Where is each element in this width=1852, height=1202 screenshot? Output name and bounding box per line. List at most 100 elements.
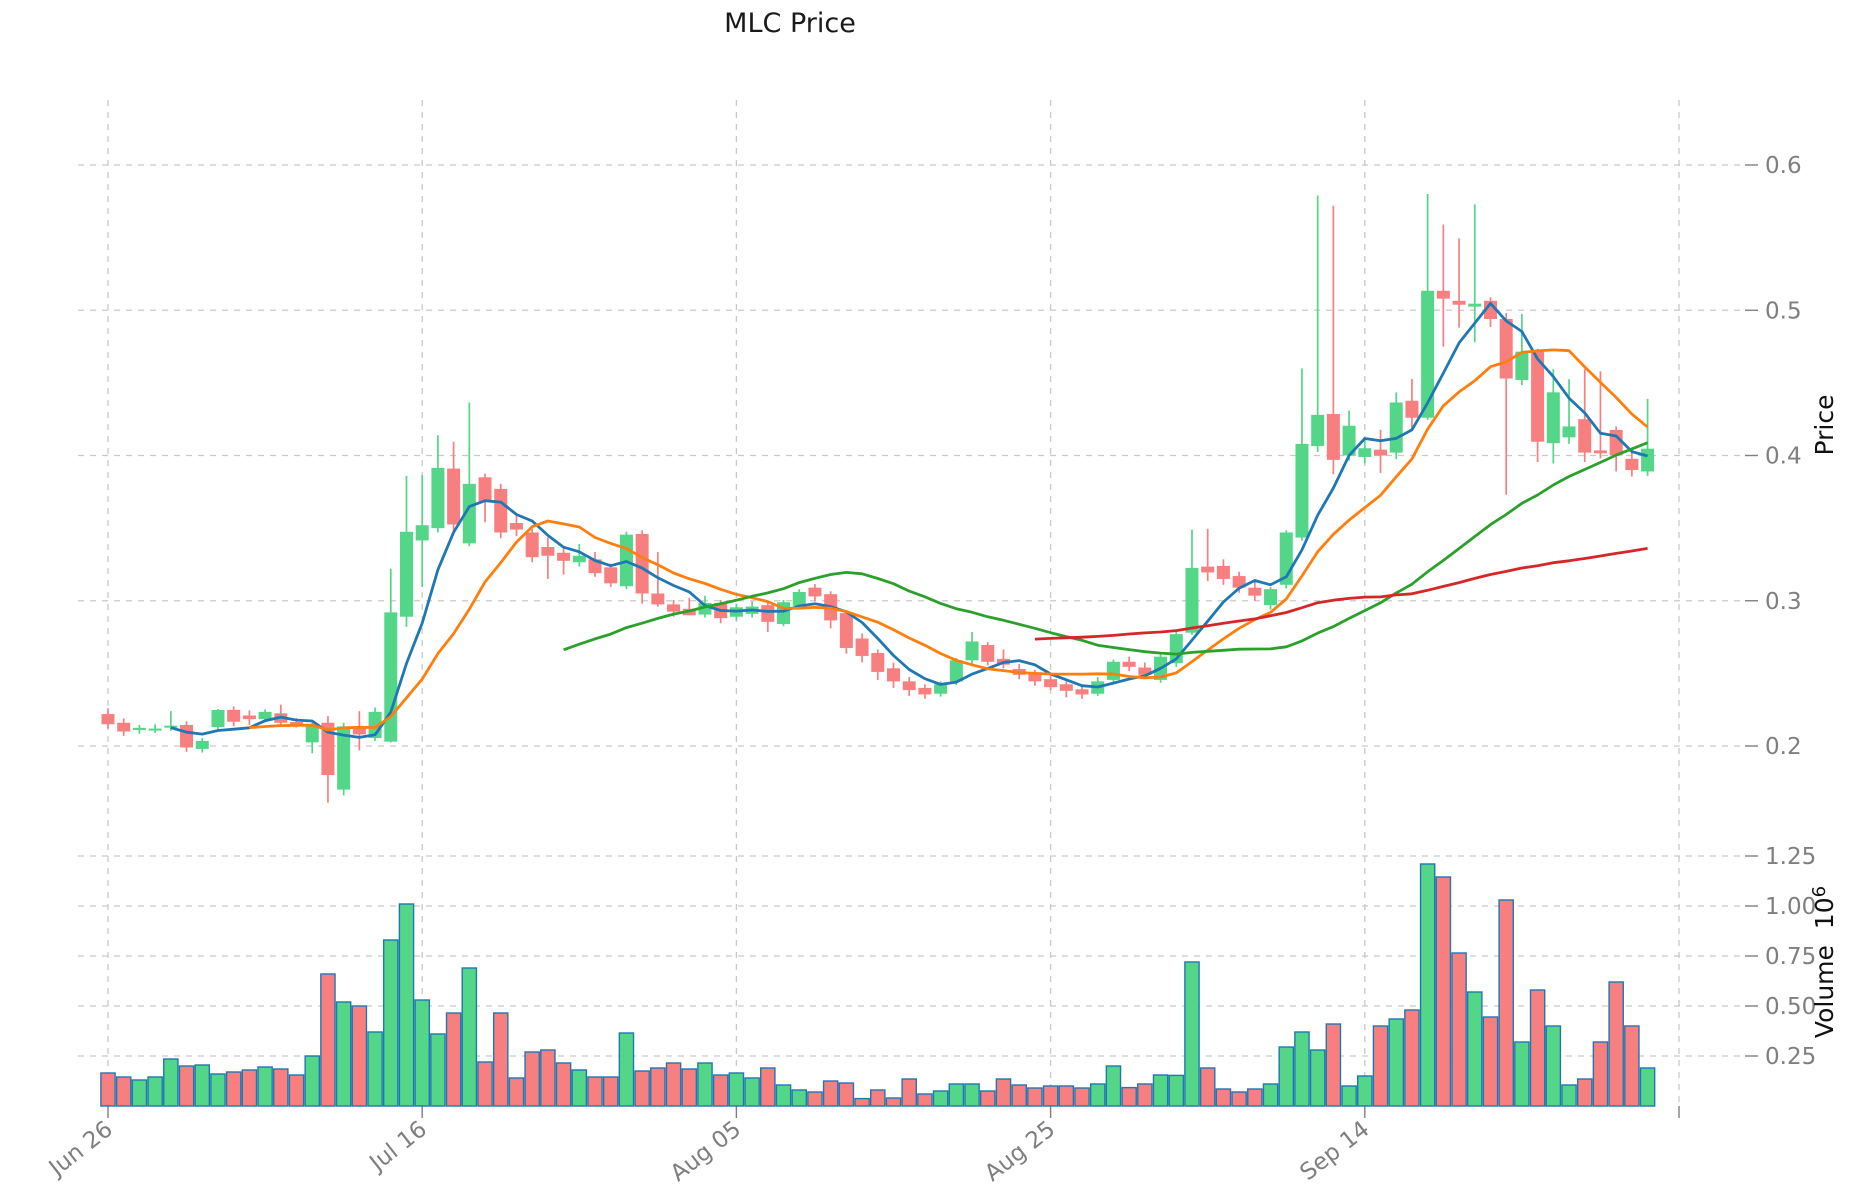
ma-line-5 xyxy=(170,302,1648,739)
volume-bar xyxy=(1152,1074,1169,1107)
candle-body xyxy=(337,726,351,790)
candle-body xyxy=(462,483,476,544)
candle-body xyxy=(1593,450,1607,454)
volume-bar xyxy=(634,1070,650,1107)
volume-bar xyxy=(194,1064,211,1107)
plot-area: 0.2 0.3 0.4 0.5 0.6 0.25 0.50 0.75 1.00 1.25 Jun 2… xyxy=(43,100,1816,1187)
candle-body xyxy=(1075,689,1089,695)
candle-body xyxy=(1531,351,1545,442)
price-tick-label: 0.3 xyxy=(1765,589,1802,615)
volume-bar xyxy=(869,1089,886,1107)
candle-body xyxy=(305,726,319,743)
volume-bar xyxy=(1042,1085,1059,1107)
candle-body xyxy=(918,687,932,695)
volume-bar xyxy=(917,1093,933,1107)
volume-bar xyxy=(163,1058,179,1107)
volume-bar xyxy=(1356,1075,1373,1107)
volume-bar xyxy=(304,1055,321,1107)
candle-body xyxy=(667,604,681,612)
candle-body xyxy=(934,684,948,694)
volume-bar xyxy=(225,1071,242,1107)
volume-bar xyxy=(1058,1085,1075,1107)
candle-body xyxy=(1405,400,1419,418)
volume-bar xyxy=(414,999,431,1107)
ma-line-10 xyxy=(249,348,1649,732)
candle-body xyxy=(164,725,178,728)
candle-body xyxy=(651,593,665,605)
volume-bar xyxy=(492,1012,509,1107)
volume-bar xyxy=(697,1062,713,1107)
volume-bar xyxy=(131,1079,148,1107)
candle-body xyxy=(1201,566,1215,573)
candle-body xyxy=(1122,661,1136,667)
volume-bar xyxy=(1278,1046,1295,1107)
candle-body xyxy=(761,605,775,622)
volume-tick-label: 1.25 xyxy=(1765,844,1816,870)
price-axis-label: Price xyxy=(1810,395,1839,456)
volume-bar xyxy=(1011,1084,1027,1107)
volume-bar xyxy=(979,1090,996,1107)
volume-bar xyxy=(1027,1087,1043,1107)
candle-body xyxy=(839,613,853,648)
volume-bar xyxy=(1482,1016,1499,1107)
candle-body xyxy=(352,727,366,735)
volume-axis-label: Volume 106 xyxy=(1809,886,1839,1038)
volume-bar xyxy=(587,1076,603,1107)
volume-bar xyxy=(257,1066,273,1107)
volume-bar xyxy=(351,1005,368,1107)
candle-body xyxy=(415,525,429,541)
price-tick-label: 0.6 xyxy=(1765,153,1802,179)
volume-bar xyxy=(241,1069,258,1107)
volume-bar xyxy=(555,1062,572,1107)
candle-body xyxy=(1028,672,1042,682)
volume-bar xyxy=(273,1068,289,1107)
candle-body xyxy=(447,468,461,525)
volume-bar xyxy=(1372,1025,1389,1107)
volume-bar xyxy=(1247,1088,1263,1107)
volume-bar xyxy=(901,1078,918,1107)
candle-body xyxy=(1326,413,1340,460)
candle-body xyxy=(1232,576,1246,588)
volume-bar xyxy=(1561,1084,1577,1107)
volume-bar xyxy=(964,1083,980,1107)
volume-bar xyxy=(995,1078,1012,1107)
volume-bar xyxy=(320,973,336,1107)
volume-bar xyxy=(1388,1018,1405,1107)
volume-bar xyxy=(1498,899,1514,1107)
ma-line-60 xyxy=(1034,547,1648,641)
volume-bar xyxy=(571,1069,588,1107)
candle-body xyxy=(1374,449,1388,456)
volume-bar xyxy=(602,1076,619,1107)
volume-bar xyxy=(1309,1049,1326,1107)
candle-body xyxy=(211,709,225,728)
candle-body xyxy=(1264,589,1278,606)
candle-body xyxy=(1311,414,1325,447)
volume-bar xyxy=(822,1080,839,1107)
candle-body xyxy=(1578,419,1592,453)
volume-tick-label: 0.25 xyxy=(1765,1044,1816,1070)
candle-body xyxy=(1138,667,1152,675)
candle-body xyxy=(431,467,445,529)
candle-body xyxy=(148,728,162,731)
volume-bar xyxy=(461,967,478,1107)
price-tick-label: 0.5 xyxy=(1765,298,1802,324)
x-tick-label: Jul 16 xyxy=(364,1116,432,1177)
candle-body xyxy=(525,532,539,558)
x-tick-label: Aug 05 xyxy=(666,1116,746,1187)
volume-bar xyxy=(1624,1025,1640,1107)
volume-bar xyxy=(1168,1074,1185,1107)
candle-body xyxy=(101,714,115,725)
candle-body xyxy=(808,587,822,597)
candle-body xyxy=(1295,443,1309,538)
volume-bar xyxy=(1199,1067,1216,1107)
candle-body xyxy=(258,711,272,720)
volume-bar xyxy=(1529,989,1546,1107)
candle-body xyxy=(1546,392,1560,444)
chart-title: MLC Price xyxy=(724,8,856,39)
volume-bar xyxy=(1608,981,1624,1107)
candle-body xyxy=(902,681,916,691)
volume-bar xyxy=(178,1065,195,1107)
volume-bar xyxy=(1404,1009,1420,1107)
